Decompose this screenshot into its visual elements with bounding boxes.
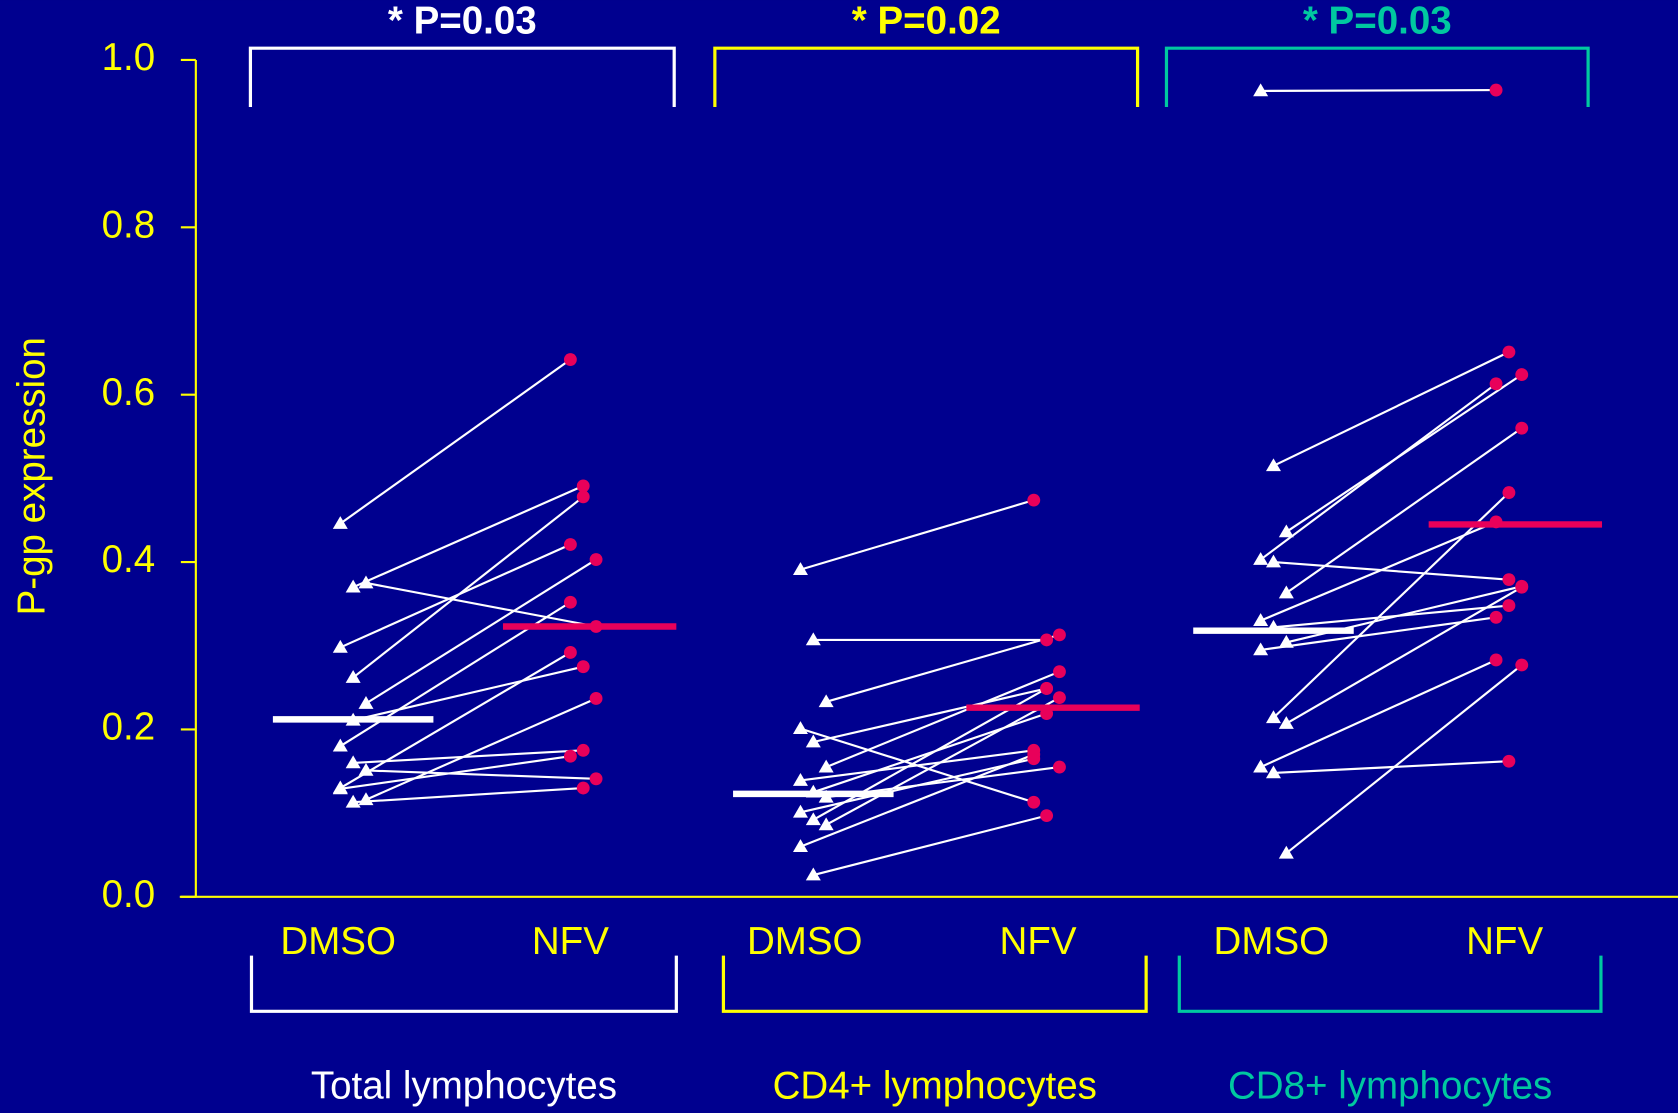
nfv-point xyxy=(1490,84,1503,97)
nfv-point xyxy=(1515,581,1528,594)
page: P-gp expression 0.0 0.2 0.4 0.6 0.8 1.0 * P=0.… xyxy=(0,0,1678,1113)
nfv-point xyxy=(1053,691,1066,704)
nfv-point xyxy=(1502,346,1515,359)
nfv-point xyxy=(1502,486,1515,499)
chart: P-gp expression 0.0 0.2 0.4 0.6 0.8 1.0 * P=0.… xyxy=(0,0,1678,1113)
nfv-point xyxy=(1040,809,1053,822)
nfv-point xyxy=(1027,494,1040,507)
nfv-point xyxy=(1502,599,1515,612)
nfv-point xyxy=(564,538,577,551)
x-category-label: NFV xyxy=(1000,920,1077,963)
nfv-point xyxy=(577,660,590,673)
nfv-point xyxy=(1053,761,1066,774)
x-category-label: NFV xyxy=(532,920,609,963)
y-tick-label: 0.6 xyxy=(102,371,156,414)
nfv-point xyxy=(1515,368,1528,381)
p-value-label: * P=0.02 xyxy=(852,0,1001,43)
nfv-point xyxy=(590,692,603,705)
nfv-point xyxy=(1490,611,1503,624)
nfv-point xyxy=(564,750,577,763)
x-category-label: NFV xyxy=(1466,920,1543,963)
nfv-point xyxy=(564,646,577,659)
nfv-point xyxy=(1490,377,1503,390)
nfv-point xyxy=(577,490,590,503)
nfv-point xyxy=(1502,573,1515,586)
p-value-label: * P=0.03 xyxy=(388,0,537,43)
nfv-point xyxy=(590,772,603,785)
x-category-label: DMSO xyxy=(280,920,396,963)
nfv-point xyxy=(564,353,577,366)
y-tick-label: 0.0 xyxy=(102,873,156,916)
nfv-point xyxy=(1515,659,1528,672)
nfv-point xyxy=(1053,628,1066,641)
group-label: CD8+ lymphocytes xyxy=(1228,1065,1552,1108)
nfv-point xyxy=(1040,633,1053,646)
nfv-point xyxy=(1515,422,1528,435)
pair-line xyxy=(1261,90,1496,91)
nfv-point xyxy=(1027,796,1040,809)
nfv-point xyxy=(1490,654,1503,667)
x-category-label: DMSO xyxy=(747,920,863,963)
nfv-point xyxy=(1027,748,1040,761)
nfv-point xyxy=(1502,755,1515,768)
y-tick-label: 0.4 xyxy=(102,538,156,581)
y-tick-label: 1.0 xyxy=(102,36,156,79)
y-tick-label: 0.8 xyxy=(102,203,156,246)
p-value-label: * P=0.03 xyxy=(1303,0,1452,43)
nfv-point xyxy=(590,553,603,566)
nfv-point xyxy=(1053,665,1066,678)
group-label: Total lymphocytes xyxy=(311,1065,617,1108)
nfv-point xyxy=(577,744,590,757)
nfv-point xyxy=(564,596,577,609)
y-tick-label: 0.2 xyxy=(102,706,156,749)
y-axis-label: P-gp expression xyxy=(10,337,53,615)
nfv-point xyxy=(577,782,590,795)
x-category-label: DMSO xyxy=(1214,920,1330,963)
group-label: CD4+ lymphocytes xyxy=(773,1065,1097,1108)
nfv-point xyxy=(1040,682,1053,695)
